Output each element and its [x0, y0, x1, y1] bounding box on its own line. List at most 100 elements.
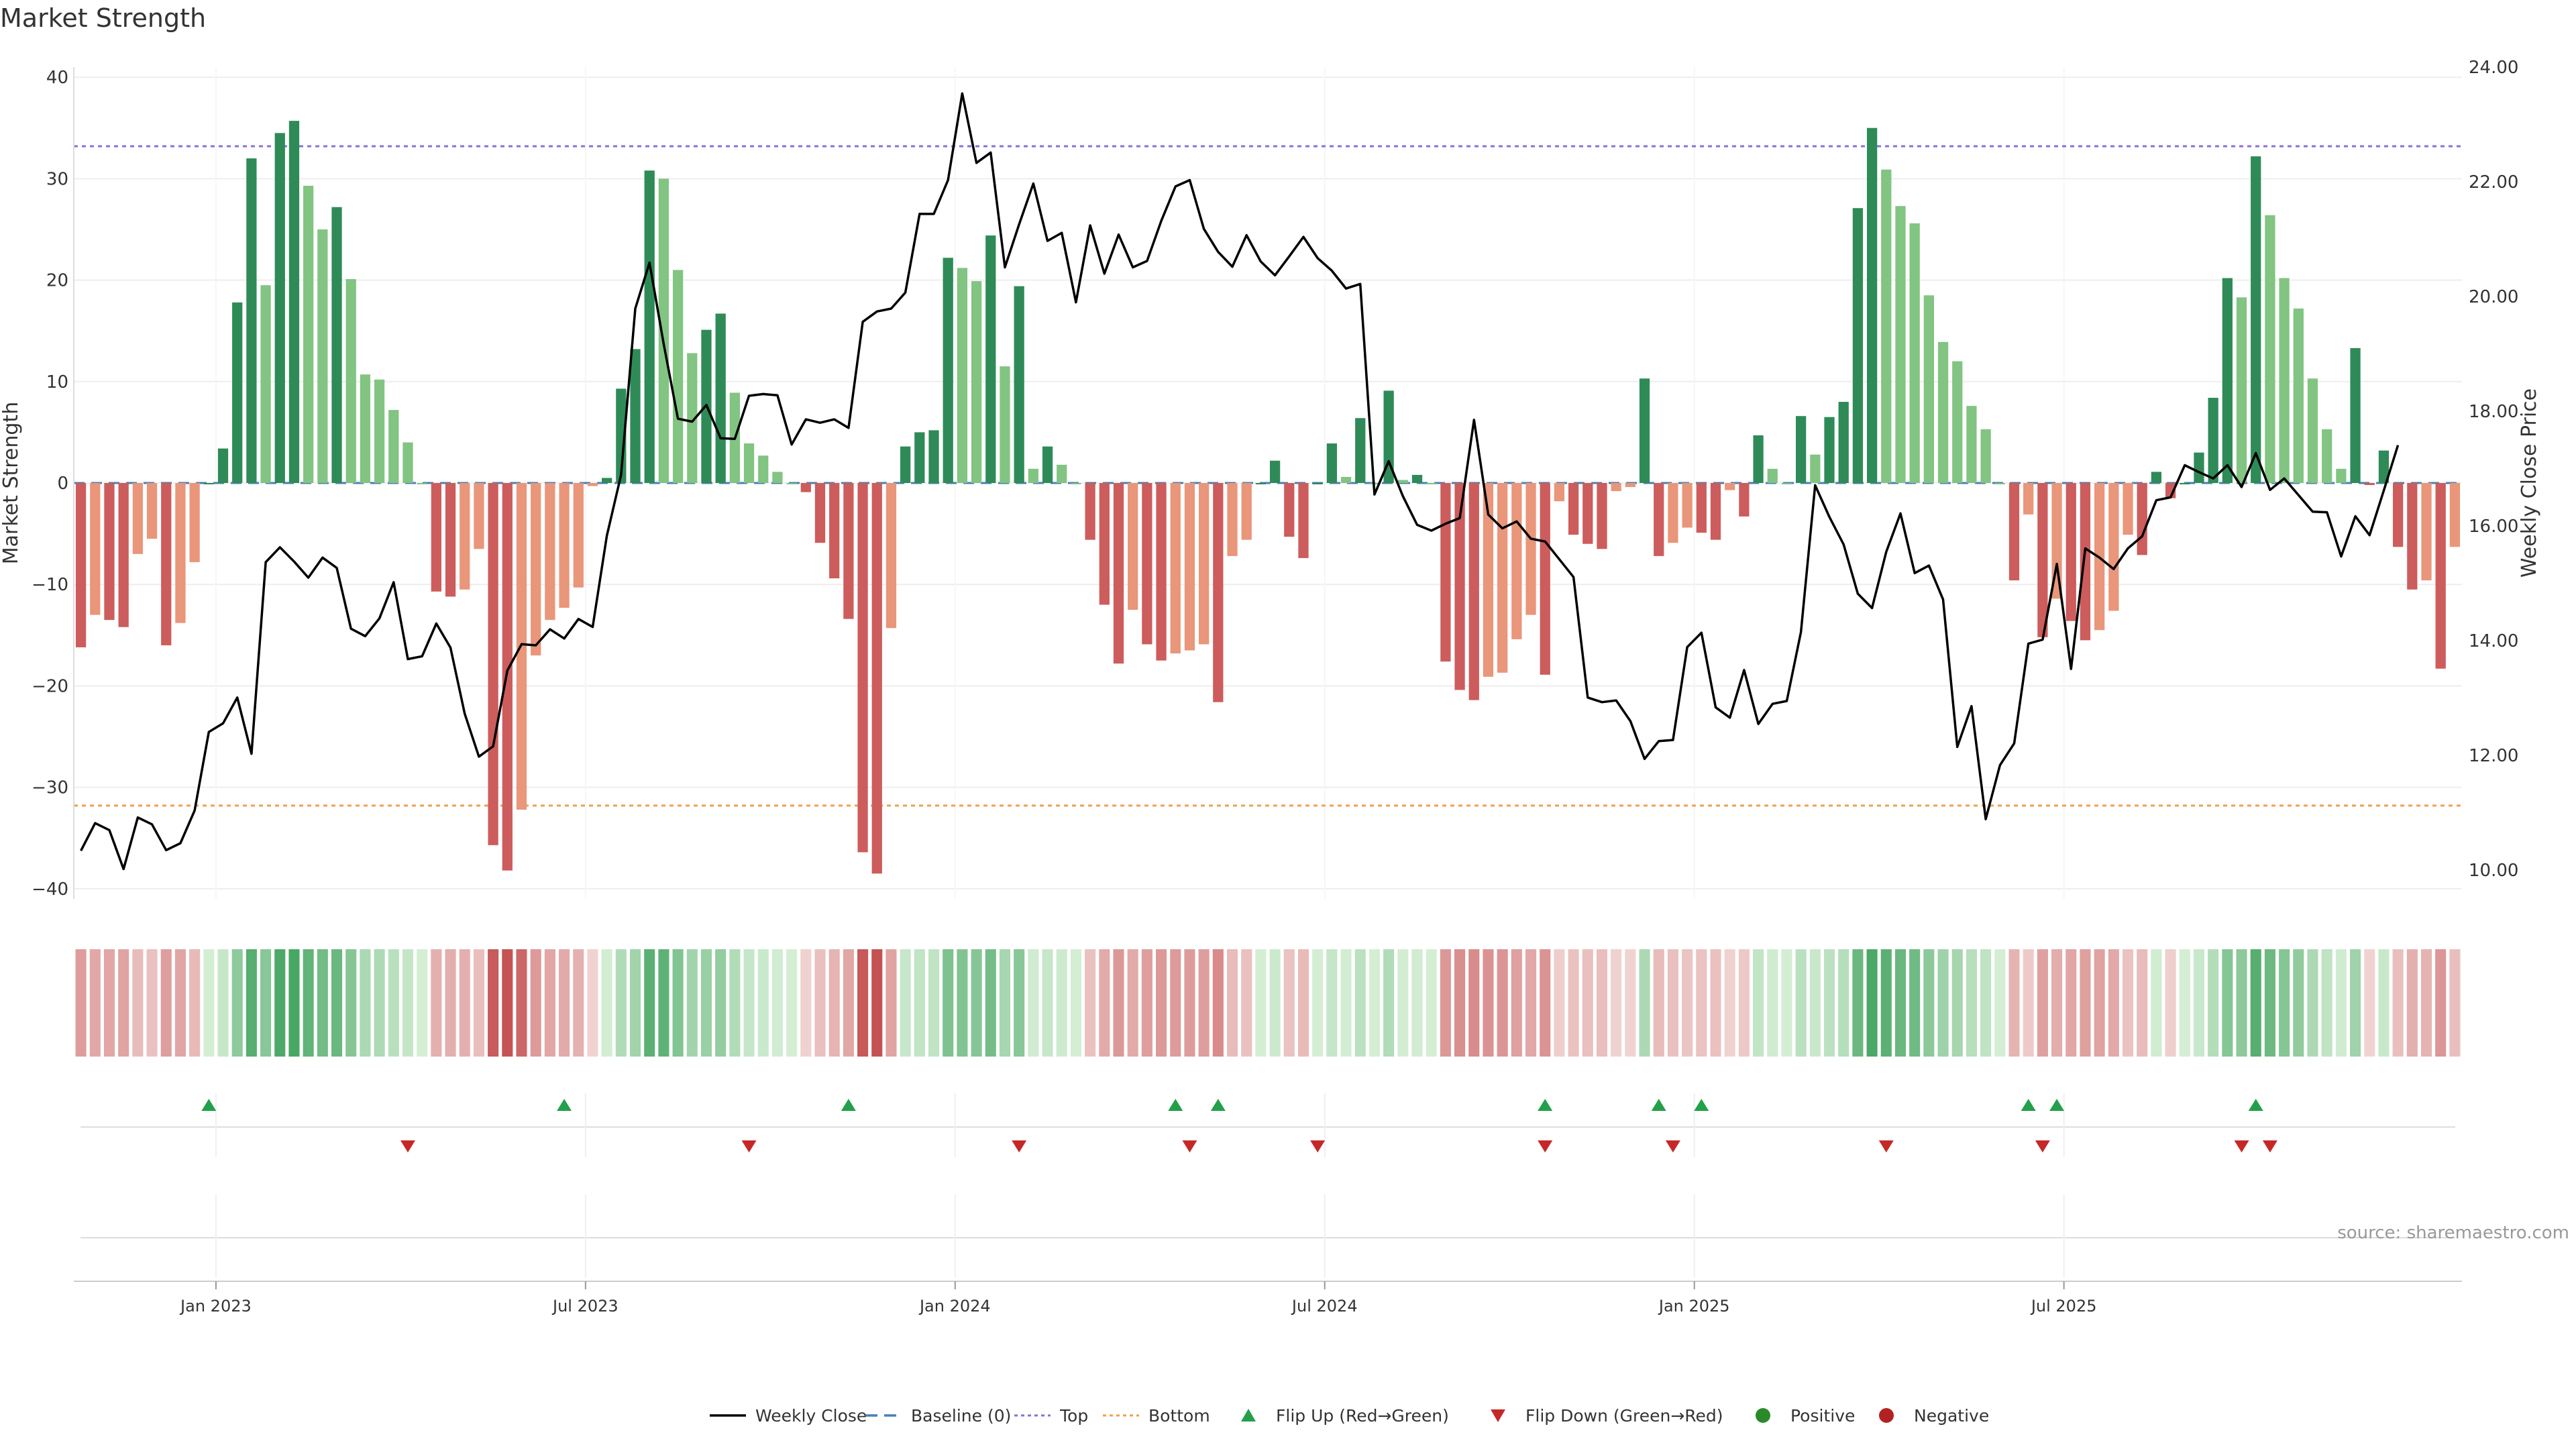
heat-cell: [1838, 949, 1849, 1057]
heat-cell: [1809, 949, 1821, 1057]
flip-down-marker: [2035, 1140, 2050, 1152]
heat-cell: [1184, 949, 1195, 1057]
legend-item: Flip Down (Green→Red): [1491, 1406, 1723, 1426]
strength-bar: [2293, 308, 2304, 483]
heat-cell: [957, 949, 968, 1057]
strength-bar: [232, 302, 243, 483]
strength-bar: [1497, 483, 1508, 673]
heat-cell: [1653, 949, 1664, 1057]
y-tick-label: 30: [46, 169, 68, 189]
strength-bar: [317, 229, 328, 483]
heat-cell: [1312, 949, 1324, 1057]
heat-cell: [374, 949, 385, 1057]
strength-bar: [1668, 483, 1678, 543]
heat-cell: [417, 949, 428, 1057]
heat-cell: [544, 949, 555, 1057]
heat-cell: [914, 949, 925, 1057]
legend-item: Baseline (0): [865, 1406, 1011, 1426]
strength-bar: [1199, 483, 1210, 645]
strength-bar: [672, 270, 684, 483]
flip-up-marker: [2021, 1099, 2036, 1111]
heat-cell: [2008, 949, 2020, 1057]
legend: Weekly Close Baseline (0) Top Bottom Flip Up…: [710, 1406, 1989, 1426]
heat-cell: [1397, 949, 1409, 1057]
legend-label: Flip Up (Red→Green): [1276, 1406, 1449, 1426]
heat-cell: [999, 949, 1011, 1057]
strength-bar: [2123, 483, 2133, 535]
y2-tick-label: 24.00: [2469, 58, 2518, 78]
heat-cell: [814, 949, 826, 1057]
strength-bar: [1952, 361, 1963, 483]
strength-bar: [1582, 483, 1593, 544]
strength-bar: [75, 483, 87, 647]
strength-bar: [1128, 483, 1138, 610]
heat-cell: [1042, 949, 1053, 1057]
heat-cell: [1611, 949, 1622, 1057]
heat-cell: [1297, 949, 1309, 1057]
strength-bar: [1468, 483, 1479, 700]
heat-cell: [1540, 949, 1551, 1057]
strength-bar: [345, 279, 356, 483]
strength-bar: [900, 446, 911, 483]
legend-label: Positive: [1790, 1406, 1855, 1426]
flip-up-marker: [1210, 1099, 1226, 1111]
strength-bar: [2421, 483, 2432, 581]
strength-bar: [474, 483, 484, 549]
strength-bar: [118, 483, 129, 627]
strength-bar: [1184, 483, 1195, 651]
strength-bar: [2251, 156, 2261, 483]
strength-bar: [1881, 169, 1892, 484]
strength-bar: [758, 455, 769, 483]
flip-down-marker: [1538, 1140, 1553, 1152]
heat-cell: [388, 949, 399, 1057]
heat-cell: [1269, 949, 1281, 1057]
strength-bar: [971, 281, 982, 483]
x-axis: Jan 2023 Jul 2023 Jan 2024 Jul 2024 Jan 2025…: [74, 1281, 2462, 1316]
heat-cell: [1156, 949, 1167, 1057]
strength-bar: [1284, 483, 1295, 537]
heat-cell: [2250, 949, 2261, 1057]
heat-cell: [2264, 949, 2275, 1057]
legend-label: Flip Down (Green→Red): [1525, 1406, 1723, 1426]
heat-cell: [1880, 949, 1892, 1057]
strength-bar: [715, 313, 726, 483]
strength-bar: [189, 483, 200, 562]
flip-down-marker: [2262, 1140, 2277, 1152]
flip-up-marker: [1168, 1099, 1183, 1111]
heat-cell: [1710, 949, 1721, 1057]
strength-bar: [2208, 397, 2218, 483]
y2-tick-label: 20.00: [2469, 287, 2518, 307]
heat-cell: [2023, 949, 2034, 1057]
strength-bar: [1909, 223, 1920, 483]
strength-bar: [217, 448, 229, 483]
heat-cell: [1426, 949, 1437, 1057]
heat-cell: [1212, 949, 1224, 1057]
strength-bar: [2322, 429, 2332, 483]
strength-bar: [2080, 483, 2091, 641]
heat-cell: [2208, 949, 2219, 1057]
strength-bar: [2008, 483, 2020, 581]
y-tick-label: −40: [32, 879, 68, 900]
strength-bar: [360, 374, 371, 483]
strength-bar: [2336, 468, 2347, 483]
heat-cell: [1909, 949, 1921, 1057]
heat-cell: [871, 949, 883, 1057]
heat-cell: [1781, 949, 1792, 1057]
heat-cell: [2065, 949, 2077, 1057]
strength-bar: [1397, 480, 1408, 483]
strength-bar: [1753, 435, 1764, 483]
strength-bar: [1980, 429, 1991, 483]
heat-cell: [274, 949, 286, 1057]
heat-cell: [146, 949, 158, 1057]
source-note: source: sharemaestro.com: [2337, 1223, 2569, 1243]
heat-cell: [1795, 949, 1807, 1057]
strength-bar: [445, 483, 456, 597]
right-y-axis: 10.00 12.00 14.00 16.00 18.00 20.00 22.00 24.00: [2469, 58, 2518, 881]
heat-cell: [331, 949, 343, 1057]
strength-bar: [1170, 483, 1181, 654]
strength-bar: [531, 483, 541, 656]
y-tick-label: 10: [46, 372, 68, 392]
strength-bar: [1525, 483, 1536, 615]
strength-bar: [402, 442, 413, 483]
